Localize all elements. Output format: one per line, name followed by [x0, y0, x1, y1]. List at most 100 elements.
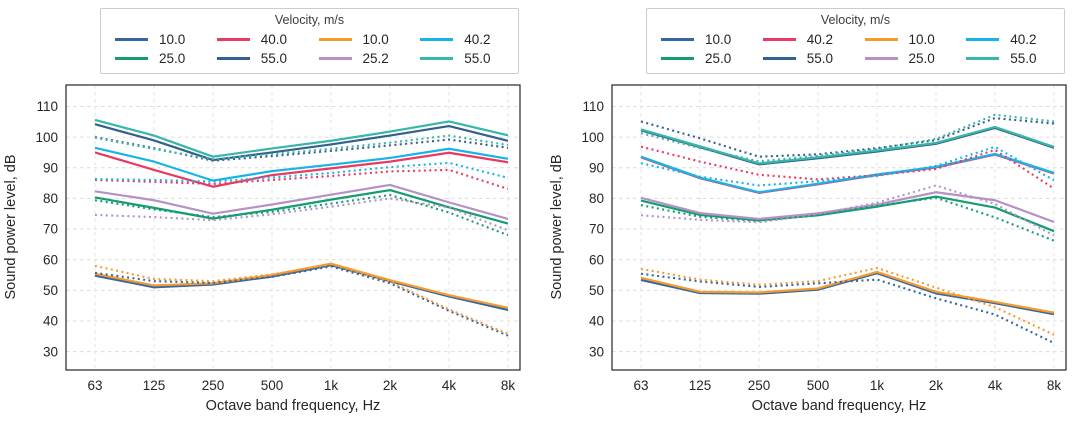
legend-entry-40.2: 40.2	[420, 32, 504, 47]
y-tick-label-60: 60	[589, 252, 604, 267]
series-line-10.0-solid	[94, 264, 509, 312]
y-tick-label-100: 100	[35, 130, 58, 145]
x-tick-label-2k: 2k	[383, 378, 398, 393]
x-tick-label-8k: 8k	[501, 378, 516, 393]
x-tick-label-125: 125	[143, 378, 166, 393]
legend-entry-label: 40.2	[806, 32, 834, 47]
y-tick-label-110: 110	[582, 99, 604, 114]
series-line-55.0-solid	[94, 118, 509, 158]
x-axis-label: Octave band frequency, Hz	[206, 398, 381, 414]
y-tick-label-80: 80	[43, 191, 58, 206]
legend-line-swatch	[966, 38, 1000, 41]
series-line-40.2-dotted	[640, 145, 1055, 187]
series-line-10.0-solid	[640, 272, 1055, 316]
legend-entries: 10.0 40.0 10.0 40.2 25.0 55.0 25.2 55.0	[111, 32, 508, 66]
y-tick-label-90: 90	[589, 160, 604, 175]
legend-entry-label: 10.0	[362, 32, 389, 47]
legend-line-swatch	[216, 57, 250, 60]
legend-entry-10.0: 10.0	[661, 32, 745, 47]
x-tick-label-4k: 4k	[442, 378, 457, 393]
legend-entry-label: 10.0	[705, 32, 732, 47]
series-line-40.2-dotted	[640, 145, 1055, 190]
series-line-25.0-solid	[94, 189, 509, 225]
legend-entries: 10.0 40.2 10.0 40.2 25.0 55.0 25.0 55.0	[657, 32, 1054, 66]
legend-entry-10.0: 10.0	[318, 32, 403, 47]
series-line-25.0-dotted	[640, 196, 1055, 242]
legend-entry-25.0: 25.0	[115, 51, 199, 66]
legend-line-swatch	[216, 38, 250, 41]
legend-line-swatch	[115, 57, 148, 60]
legend: Velocity, m/s 10.0 40.2 10.0 40.2 25.0 55.0 25…	[646, 8, 1065, 74]
legend-entry-label: 55.0	[806, 51, 834, 66]
legend-line-swatch	[762, 57, 796, 60]
series-line-40.2-dotted	[94, 161, 509, 183]
y-tick-label-50: 50	[43, 283, 58, 298]
legend-entry-25.0: 25.0	[661, 51, 745, 66]
series-line-55.0-dotted	[94, 134, 509, 161]
y-tick-label-40: 40	[589, 314, 604, 329]
series-line-25.2-dotted	[94, 197, 509, 232]
legend-entry-40.0: 40.0	[216, 32, 301, 47]
series-line-10.0-solid	[640, 270, 1055, 314]
legend-entry-label: 55.0	[464, 51, 491, 66]
axes-box	[65, 84, 521, 371]
x-tick-label-1k: 1k	[870, 378, 885, 393]
legend-entry-10.0: 10.0	[864, 32, 949, 47]
x-tick-label-1k: 1k	[324, 378, 339, 393]
series-line-55.0-solid	[640, 125, 1055, 165]
y-tick-label-90: 90	[43, 160, 58, 175]
legend-entry-label: 40.2	[464, 32, 491, 47]
series-line-10.0-dotted	[94, 263, 509, 335]
legend-line-swatch	[420, 57, 454, 60]
legend-entry-label: 10.0	[159, 32, 186, 47]
series-line-55.0-dotted	[640, 117, 1055, 158]
y-tick-label-50: 50	[589, 283, 604, 298]
legend-line-swatch	[318, 57, 352, 60]
x-tick-label-500: 500	[261, 378, 284, 393]
axes-box	[611, 84, 1067, 371]
x-tick-label-8k: 8k	[1047, 378, 1062, 393]
legend-line-swatch	[661, 57, 694, 60]
legend-entry-25.0: 25.0	[864, 51, 949, 66]
legend-entry-55.0: 55.0	[966, 51, 1050, 66]
legend-entry-25.2: 25.2	[318, 51, 403, 66]
y-tick-label-60: 60	[43, 252, 58, 267]
series-line-40.2-solid	[640, 152, 1055, 194]
series-line-55.0-dotted	[94, 136, 509, 162]
series-line-40.0-dotted	[94, 168, 509, 190]
series-line-55.0-solid	[94, 123, 509, 162]
y-tick-label-30: 30	[43, 344, 58, 359]
x-tick-label-125: 125	[689, 378, 712, 393]
legend-entry-55.0: 55.0	[420, 51, 504, 66]
x-tick-label-250: 250	[202, 378, 225, 393]
series-line-40.2-solid	[640, 153, 1055, 194]
y-tick-label-30: 30	[589, 344, 604, 359]
legend-title: Velocity, m/s	[274, 13, 345, 27]
x-tick-label-500: 500	[807, 378, 830, 393]
legend-entry-label: 25.0	[908, 51, 935, 66]
legend-entry-label: 55.0	[1010, 51, 1037, 66]
series-line-10.0-dotted	[94, 265, 509, 337]
legend-line-swatch	[762, 38, 796, 41]
x-axis-label: Octave band frequency, Hz	[752, 398, 927, 414]
y-tick-label-70: 70	[43, 222, 58, 237]
y-tick-label-80: 80	[589, 191, 604, 206]
legend-entry-40.2: 40.2	[966, 32, 1050, 47]
x-tick-label-63: 63	[633, 378, 648, 393]
legend-line-swatch	[966, 57, 1000, 60]
legend-entry-label: 25.0	[705, 51, 732, 66]
series-line-10.0-dotted	[640, 272, 1055, 344]
legend-line-swatch	[420, 38, 454, 41]
legend-entry-55.0: 55.0	[216, 51, 301, 66]
legend-entry-label: 55.0	[260, 51, 288, 66]
legend-entry-40.2: 40.2	[762, 32, 847, 47]
legend-entry-label: 10.0	[908, 32, 935, 47]
series-line-40.2-solid	[94, 146, 509, 182]
series-line-10.0-dotted	[640, 266, 1055, 336]
legend-line-swatch	[661, 38, 694, 41]
y-tick-label-110: 110	[36, 99, 58, 114]
y-axis-label: Sound power level, dB	[3, 154, 19, 299]
legend-line-swatch	[115, 38, 148, 41]
series-line-25.0-solid	[640, 191, 1055, 224]
